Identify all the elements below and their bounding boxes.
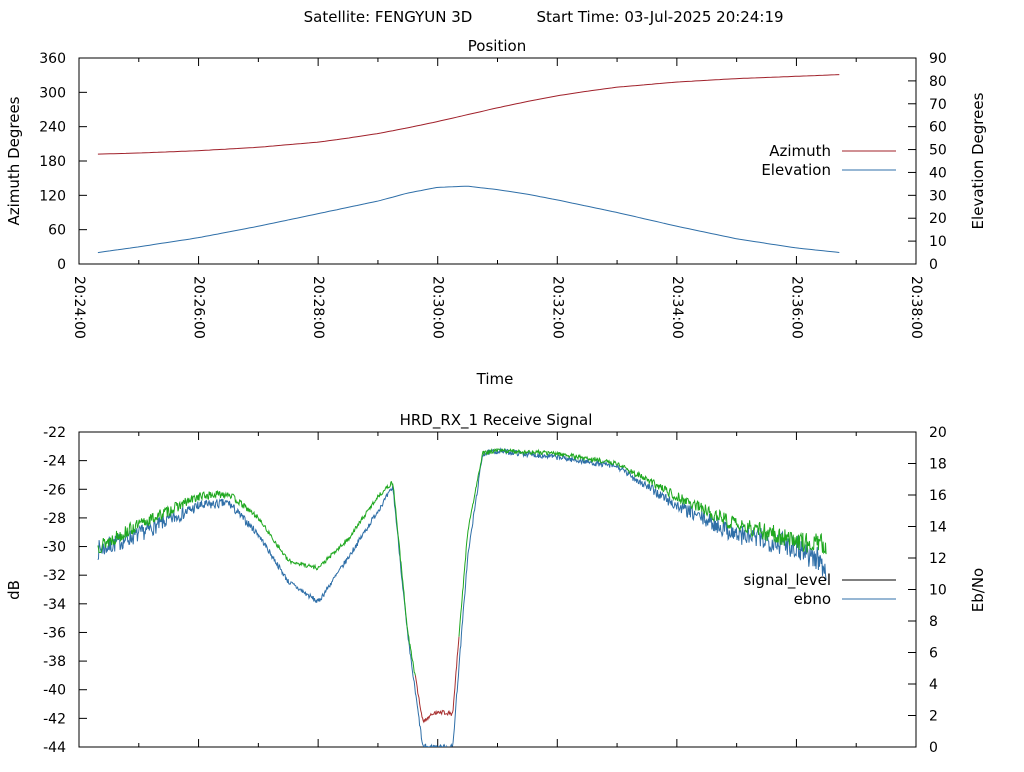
signal-clip — [97, 447, 827, 747]
position-xtick-label: 20:30:00 — [430, 276, 446, 339]
position-xtick-label: 20:36:00 — [788, 276, 804, 339]
position-y2label: Elevation Degrees — [969, 92, 987, 229]
signal-ytick-label: -30 — [43, 540, 66, 556]
signal-axis-ticks: -44 -42 -40 -38 -36 -34 -32 -30 -28 -26 -24 -22 0 2 4 6… — [43, 425, 947, 756]
signal-series-signal-level-line — [97, 480, 416, 676]
position-y2tick-label: 10 — [929, 234, 947, 250]
position-series — [97, 74, 840, 254]
legend-signal-level-label: signal_level — [743, 571, 831, 590]
position-y2tick-label: 0 — [929, 257, 938, 273]
signal-y2tick-label: 0 — [929, 740, 938, 756]
signal-series — [97, 447, 827, 747]
position-xtick-label: 20:38:00 — [908, 276, 924, 339]
position-series-azimuth-line — [97, 74, 840, 155]
position-ylabel: Azimuth Degrees — [5, 96, 23, 225]
signal-ytick-label: -32 — [43, 568, 66, 584]
signal-series-signal-level-line — [414, 636, 460, 724]
signal-y2tick-label: 18 — [929, 457, 947, 473]
signal-y2tick-label: 16 — [929, 488, 947, 504]
position-y2tick-label: 80 — [929, 74, 947, 90]
signal-ytick-label: -24 — [43, 454, 66, 470]
signal-y2tick-label: 8 — [929, 614, 938, 630]
position-ytick-label: 60 — [48, 223, 66, 239]
position-ytick-label: 360 — [39, 51, 66, 67]
position-xlabel: Time — [476, 370, 514, 388]
position-ytick-label: 0 — [57, 257, 66, 273]
header-start-time: Start Time: 03-Jul-2025 20:24:19 — [536, 8, 783, 26]
position-ytick-label: 180 — [39, 154, 66, 170]
signal-plot-frame — [78, 431, 917, 748]
legend-azimuth-label: Azimuth — [769, 142, 831, 160]
signal-y2tick-label: 4 — [929, 677, 938, 693]
signal-ytick-label: -26 — [43, 482, 66, 498]
position-y2tick-label: 30 — [929, 188, 947, 204]
position-y2tick-label: 50 — [929, 143, 947, 159]
position-y2tick-label: 40 — [929, 165, 947, 181]
legend-elevation-label: Elevation — [761, 161, 831, 179]
signal-ytick-label: -38 — [43, 654, 66, 670]
signal-y2tick-label: 10 — [929, 583, 947, 599]
position-ytick-label: 300 — [39, 85, 66, 101]
signal-y2tick-label: 12 — [929, 551, 947, 567]
signal-ytick-label: -28 — [43, 511, 66, 527]
position-xtick-label: 20:26:00 — [191, 276, 207, 339]
signal-series-ebno-line — [97, 447, 827, 747]
position-ytick-label: 120 — [39, 188, 66, 204]
position-ytick-label: 240 — [39, 120, 66, 136]
signal-ytick-label: -44 — [43, 740, 66, 756]
position-axis-ticks: 20:24:00 20:26:00 20:28:00 20:30:00 20:32:00… — [39, 51, 947, 339]
position-title: Position — [468, 37, 526, 55]
position-xtick-label: 20:34:00 — [669, 276, 685, 339]
signal-ytick-label: -36 — [43, 625, 66, 641]
position-xtick-label: 20:24:00 — [71, 276, 87, 339]
signal-title: HRD_RX_1 Receive Signal — [400, 411, 593, 430]
header-satellite: Satellite: FENGYUN 3D — [304, 8, 473, 26]
signal-ytick-label: -40 — [43, 683, 66, 699]
signal-series-signal-level-line — [458, 447, 827, 637]
signal-ylabel: dB — [5, 580, 23, 600]
signal-y2label: Eb/No — [969, 568, 987, 612]
signal-ytick-label: -34 — [43, 597, 66, 613]
signal-ytick-label: -42 — [43, 711, 66, 727]
position-xtick-label: 20:32:00 — [549, 276, 565, 339]
legend-ebno-label: ebno — [794, 590, 831, 608]
position-xtick-label: 20:28:00 — [310, 276, 326, 339]
position-series-elevation-line — [97, 185, 840, 254]
signal-y2tick-label: 20 — [929, 425, 947, 441]
signal-y2tick-label: 2 — [929, 709, 938, 725]
position-y2tick-label: 60 — [929, 120, 947, 136]
position-y2tick-label: 90 — [929, 51, 947, 67]
position-y2tick-label: 20 — [929, 211, 947, 227]
signal-ytick-label: -22 — [43, 425, 66, 441]
position-y2tick-label: 70 — [929, 97, 947, 113]
signal-y2tick-label: 6 — [929, 646, 938, 662]
signal-y2tick-label: 14 — [929, 520, 947, 536]
